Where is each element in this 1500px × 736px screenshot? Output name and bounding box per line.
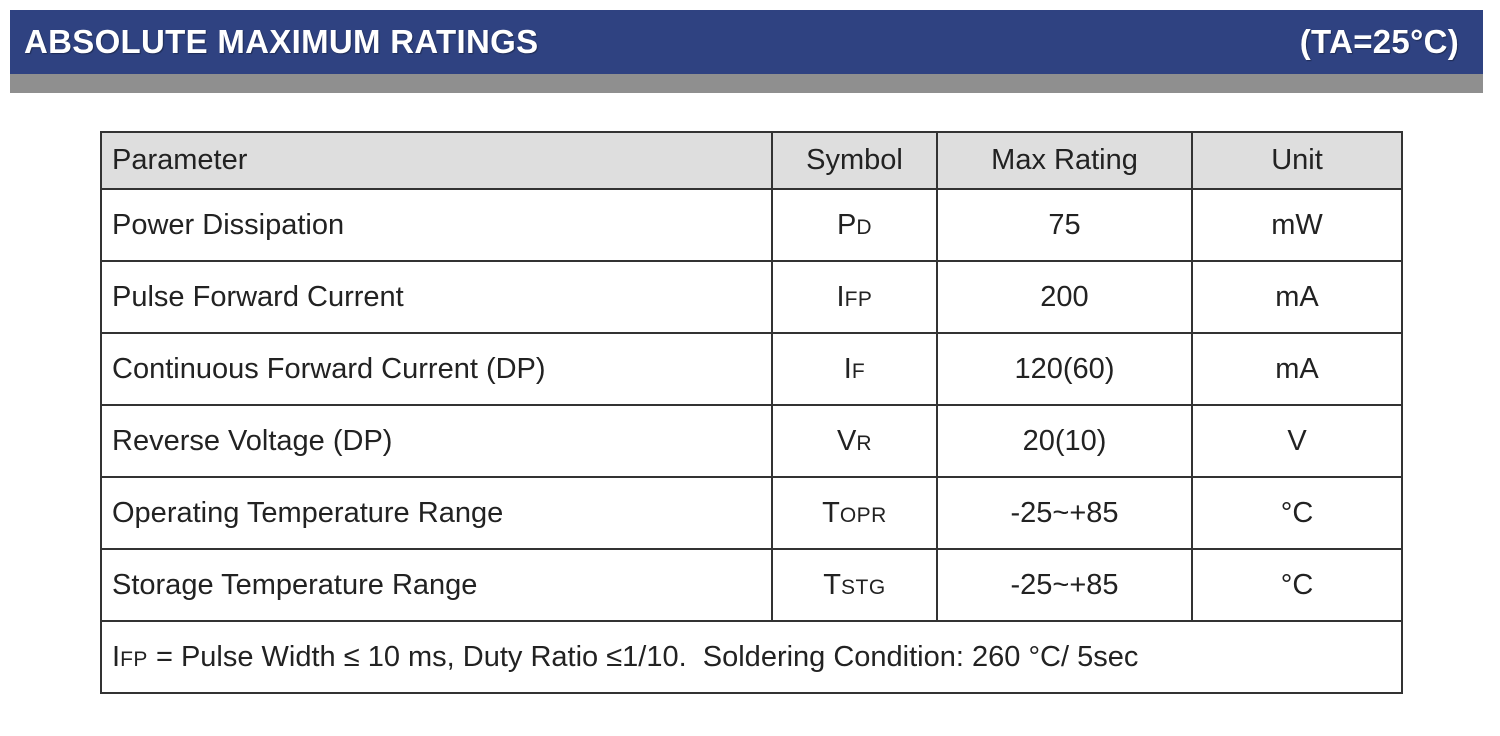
table-note: IFP = Pulse Width ≤ 10 ms, Duty Ratio ≤1… (100, 620, 1403, 694)
table-row: Operating Temperature Range TOPR -25~+85… (100, 476, 1403, 550)
parameter-cell: Operating Temperature Range (100, 476, 773, 550)
symbol-subscript: STG (841, 575, 886, 599)
unit-cell: mA (1191, 260, 1403, 334)
ratings-table: Parameter Symbol Max Rating Unit Power D… (100, 131, 1403, 694)
parameter-cell: Reverse Voltage (DP) (100, 404, 773, 478)
table-row: Storage Temperature Range TSTG -25~+85 °… (100, 548, 1403, 622)
table-row: Power Dissipation PD 75 mW (100, 188, 1403, 262)
table-row: Reverse Voltage (DP) VR 20(10) V (100, 404, 1403, 478)
symbol-main: T (822, 496, 840, 529)
symbol-main: I (836, 280, 845, 313)
unit-cell: °C (1191, 476, 1403, 550)
symbol-main: T (823, 568, 842, 601)
table-row: Pulse Forward Current IFP 200 mA (100, 260, 1403, 334)
symbol-cell: IFP (771, 260, 938, 334)
symbol-main: V (836, 424, 857, 457)
column-header-unit: Unit (1191, 131, 1403, 190)
max-rating-cell: -25~+85 (936, 548, 1193, 622)
column-header-parameter: Parameter (100, 131, 773, 190)
parameter-cell: Continuous Forward Current (DP) (100, 332, 773, 406)
unit-cell: mW (1191, 188, 1403, 262)
symbol-main: P (836, 208, 857, 241)
max-rating-cell: 120(60) (936, 332, 1193, 406)
unit-cell: °C (1191, 548, 1403, 622)
column-header-max-rating: Max Rating (936, 131, 1193, 190)
symbol-subscript: OPR (839, 503, 887, 527)
note-text: = Pulse Width ≤ 10 ms, Duty Ratio ≤1/10.… (147, 640, 1139, 673)
note-symbol-main: I (112, 640, 121, 673)
symbol-main: I (843, 352, 852, 385)
symbol-cell: TSTG (771, 548, 938, 622)
symbol-subscript: D (856, 215, 872, 239)
section-title: ABSOLUTE MAXIMUM RATINGS (24, 23, 539, 60)
symbol-cell: PD (771, 188, 938, 262)
symbol-cell: TOPR (771, 476, 938, 550)
section-banner: ABSOLUTE MAXIMUM RATINGS (TA=25°C) (10, 10, 1483, 74)
table-note-row: IFP = Pulse Width ≤ 10 ms, Duty Ratio ≤1… (100, 620, 1403, 694)
table-header-row: Parameter Symbol Max Rating Unit (100, 131, 1403, 190)
unit-cell: V (1191, 404, 1403, 478)
temperature-condition: (TA=25°C) (1299, 23, 1459, 60)
note-symbol-subscript: FP (120, 647, 148, 671)
max-rating-cell: 200 (936, 260, 1193, 334)
table-row: Continuous Forward Current (DP) IF 120(6… (100, 332, 1403, 406)
parameter-cell: Power Dissipation (100, 188, 773, 262)
symbol-subscript: R (856, 431, 872, 455)
unit-cell: mA (1191, 332, 1403, 406)
column-header-symbol: Symbol (771, 131, 938, 190)
parameter-cell: Pulse Forward Current (100, 260, 773, 334)
symbol-subscript: FP (844, 287, 873, 311)
max-rating-cell: -25~+85 (936, 476, 1193, 550)
max-rating-cell: 75 (936, 188, 1193, 262)
symbol-cell: VR (771, 404, 938, 478)
max-rating-cell: 20(10) (936, 404, 1193, 478)
parameter-cell: Storage Temperature Range (100, 548, 773, 622)
banner-underline-strip (10, 74, 1483, 93)
symbol-cell: IF (771, 332, 938, 406)
symbol-subscript: F (851, 359, 866, 383)
